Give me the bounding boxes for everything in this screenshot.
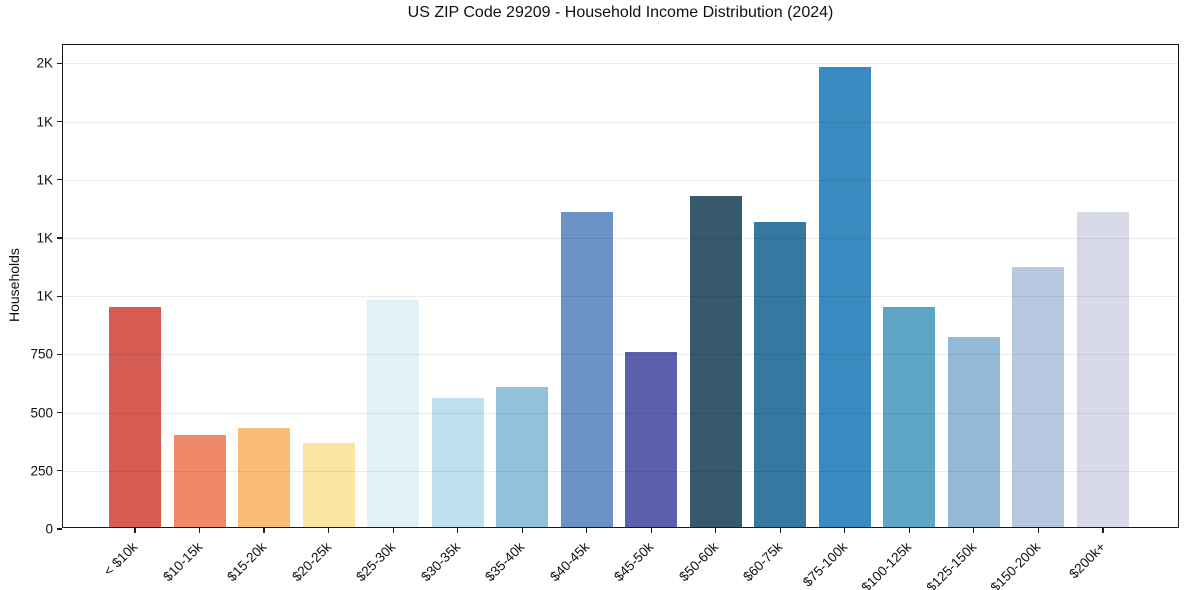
y-tick-mark — [57, 237, 62, 239]
y-axis-label: Households — [6, 248, 22, 322]
x-tick-label: $30-35k — [417, 539, 463, 585]
gridline-500 — [63, 412, 1178, 414]
plot-area: < $10k $10-15k $15-20k $20-25k $25-30k $30-35… — [30, 44, 1179, 590]
bar-100-125k — [883, 307, 936, 527]
bar-125-150k — [947, 337, 1000, 527]
x-tick-mark — [779, 528, 781, 533]
x-tick-mark — [521, 528, 523, 533]
y-tick-label: 1K — [36, 230, 53, 246]
gridline-1250 — [63, 237, 1178, 239]
x-tick-label: $15-20k — [224, 539, 270, 585]
x-tick-mark — [392, 528, 394, 533]
x-tick-label: $200k+ — [1066, 539, 1109, 582]
chart-title: US ZIP Code 29209 - Household Income Dis… — [407, 4, 834, 21]
y-tick-mark — [57, 120, 62, 123]
y-tick-mark — [57, 528, 62, 530]
x-tick-mark — [650, 528, 652, 533]
bar-10-15k — [173, 435, 226, 527]
x-tick-mark — [1037, 528, 1039, 533]
y-tick-mark — [57, 353, 62, 355]
y-tick-label: 2K — [36, 55, 53, 71]
y-tick-label: 500 — [30, 405, 53, 421]
bar-30-35k — [431, 397, 484, 527]
x-tick-mark — [263, 528, 265, 533]
x-tick-mark — [908, 528, 910, 533]
x-tick-mark — [457, 528, 459, 533]
gridline-1750 — [63, 121, 1178, 123]
y-tick-mark — [57, 295, 62, 297]
x-tick-label: $75-100k — [799, 539, 851, 590]
x-tick-mark — [327, 528, 330, 533]
x-tick-label: $40-45k — [546, 539, 593, 585]
y-tick-mark — [57, 411, 62, 414]
x-tick-label: $20-25k — [288, 539, 334, 585]
y-tick-label: 0 — [45, 521, 53, 537]
x-tick-label: $60-75k — [740, 539, 786, 585]
x-tick-label: $50-60k — [675, 539, 722, 585]
bar-20-25k — [302, 443, 355, 527]
bar-40-45k — [560, 211, 613, 527]
y-tick-label: 1K — [36, 114, 53, 130]
gridline-750 — [63, 354, 1178, 356]
y-tick-mark — [57, 179, 62, 181]
y-tick-mark — [57, 62, 62, 64]
bar-10k — [109, 307, 161, 527]
y-tick-mark — [57, 470, 62, 472]
gridline-1500 — [63, 179, 1178, 181]
y-tick-label: 750 — [30, 346, 53, 362]
x-tick-mark — [134, 528, 136, 533]
bar-50-60k — [689, 196, 742, 527]
gridline-2000 — [63, 63, 1178, 65]
y-tick-label: 1K — [36, 172, 53, 188]
bar-60-75k — [754, 222, 807, 527]
x-tick-mark — [715, 528, 717, 533]
y-tick-label: 1K — [36, 288, 53, 304]
bar-35-40k — [496, 387, 549, 527]
x-tick-mark — [973, 528, 975, 533]
gridline-1000 — [63, 296, 1178, 298]
bar-75-100k — [818, 67, 871, 527]
x-tick-mark — [1102, 528, 1104, 533]
bar-45-50k — [625, 352, 678, 527]
x-tick-label: $150-200k — [987, 539, 1044, 590]
x-tick-mark — [844, 528, 846, 533]
x-tick-mark — [586, 528, 588, 533]
gridline-250 — [63, 470, 1178, 472]
x-tick-label: < $10k — [100, 539, 141, 579]
bar-200k — [1076, 211, 1129, 527]
x-tick-label: $125-150k — [923, 539, 980, 590]
bar-25-30k — [367, 300, 420, 527]
x-tick-mark — [198, 528, 201, 533]
bar-150-200k — [1012, 267, 1065, 527]
x-tick-label: $25-30k — [353, 539, 399, 585]
x-tick-label: $10-15k — [159, 539, 205, 585]
x-tick-label: $45-50k — [611, 539, 657, 585]
x-tick-label: $100-125k — [858, 539, 915, 590]
y-tick-label: 250 — [30, 463, 53, 479]
bar-15-20k — [238, 428, 291, 527]
x-tick-label: $35-40k — [482, 539, 528, 585]
